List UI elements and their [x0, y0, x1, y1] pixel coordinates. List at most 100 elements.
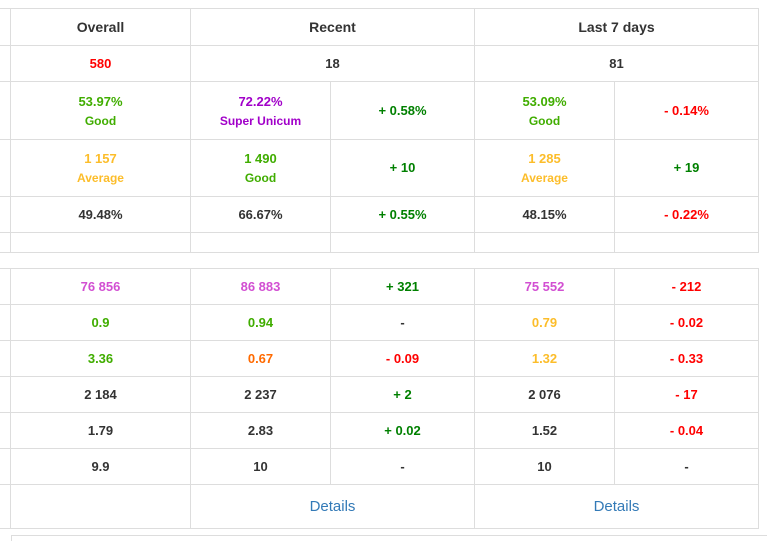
stat-cell-last7_delta: - 0.14% — [613, 81, 760, 140]
stat-cell-last7: 0.79 — [474, 304, 615, 341]
stat-cell-overall — [10, 484, 191, 529]
stat-cell-last7: 48.15% — [474, 196, 615, 233]
stat-cell-recent: 2 237 — [190, 376, 331, 413]
detailed-stats-body: 76 856 86 883 + 321 75 552 - 212 0.9 0.94 - 0.79… — [0, 268, 759, 529]
stat-rating-label: Good — [528, 113, 561, 128]
stat-value: 1.79 — [87, 422, 114, 438]
stat-rating-label: Average — [521, 171, 568, 185]
stat-value: - 0.14% — [664, 102, 709, 118]
table-row: 3.36 0.67 - 0.09 1.32 - 0.33 — [0, 340, 759, 377]
stat-cell-overall: 1 157 Average — [10, 139, 191, 197]
stat-cell-recent: 18 — [190, 45, 475, 82]
row-label-fragment — [0, 484, 11, 529]
stat-cell-recent: 66.67% — [190, 196, 331, 233]
stat-cell-recent: 10 — [190, 448, 331, 485]
row-label-fragment: ) — [0, 139, 11, 197]
stat-cell-recent_delta: + 2 — [330, 376, 475, 413]
stat-cell-overall: 1.79 — [10, 412, 191, 449]
table-row: 76 856 86 883 + 321 75 552 - 212 — [0, 268, 759, 305]
stat-value: - — [400, 314, 405, 330]
table-row: 49.48% 66.67% + 0.55% 48.15% - 0.22% — [0, 196, 760, 233]
header-label-cell — [0, 8, 11, 46]
stat-cell-last7: 1.32 — [474, 340, 615, 377]
header-overall: Overall — [10, 8, 191, 46]
stat-value: + 321 — [386, 278, 419, 294]
stat-value: 75 552 — [524, 278, 565, 294]
stat-cell-recent_delta — [330, 232, 475, 253]
stat-value: 53.97% — [78, 93, 123, 109]
stat-value: 3.36 — [87, 350, 114, 366]
stat-cell-overall: 76 856 — [10, 268, 191, 305]
stat-value: 49.48% — [78, 206, 123, 222]
table-row: 0.9 0.94 - 0.79 - 0.02 — [0, 304, 759, 341]
stat-cell-overall: 0.9 — [10, 304, 191, 341]
summary-stats-table: Overall Recent Last 7 days 5801881)53.97… — [0, 8, 760, 253]
stat-cell-last7_delta: - — [614, 448, 759, 485]
stat-cell-last7: 75 552 — [474, 268, 615, 305]
stat-value: 76 856 — [80, 278, 121, 294]
row-label-fragment — [0, 376, 11, 413]
table-row: 580 18 81 — [0, 45, 760, 82]
table-row: 2 184 2 237 + 2 2 076 - 17 — [0, 376, 759, 413]
stat-value: - 0.09 — [385, 350, 420, 366]
stat-cell-last7: 2 076 — [474, 376, 615, 413]
stat-value: 10 — [253, 458, 268, 474]
stat-cell-overall: 580 — [10, 45, 191, 82]
stat-value: 580 — [89, 55, 112, 71]
stat-cell-last7: 10 — [474, 448, 615, 485]
row-label-fragment — [0, 340, 11, 377]
stat-cell-last7 — [474, 232, 615, 253]
table-row: ) 1 157 Average 1 490 Good + 10 1 285 Average + … — [0, 139, 760, 197]
stat-cell-recent_delta: - — [330, 304, 475, 341]
stat-cell-last7_delta: - 0.04 — [614, 412, 759, 449]
stat-value: - — [400, 458, 405, 474]
stat-value: 66.67% — [238, 206, 283, 222]
stat-rating-label: Super Unicum — [219, 113, 302, 128]
next-table-fragment — [11, 535, 767, 541]
stat-cell-overall: 53.97% Good — [10, 81, 191, 140]
stat-value: 1 157 — [84, 151, 117, 166]
details-link[interactable]: Details — [309, 498, 356, 515]
stat-value: - 17 — [675, 386, 698, 402]
row-label-fragment — [0, 268, 11, 305]
stat-value: 0.94 — [247, 314, 274, 330]
details-cell: Details — [474, 484, 759, 529]
stat-cell-recent_delta: + 10 — [330, 139, 475, 197]
stat-value: 0.9 — [91, 314, 110, 330]
stat-rating-label: Average — [77, 171, 124, 185]
stat-value: 53.09% — [522, 93, 567, 109]
stat-value: 81 — [609, 55, 624, 71]
stat-value: - 0.02 — [669, 314, 704, 330]
stat-value: + 2 — [393, 386, 412, 402]
stat-value: - 0.22% — [664, 206, 709, 222]
stat-value: 2 237 — [244, 386, 277, 402]
table-row: 9.9 10 - 10 - — [0, 448, 759, 485]
stat-value: 1 285 — [528, 151, 561, 166]
stat-value: 1.52 — [531, 422, 558, 438]
stat-value: - 0.33 — [669, 350, 704, 366]
stat-cell-recent: 86 883 — [190, 268, 331, 305]
row-label-fragment — [0, 304, 11, 341]
stat-cell-recent: 2.83 — [190, 412, 331, 449]
stat-cell-recent: 0.67 — [190, 340, 331, 377]
table-row: Details Details — [0, 484, 759, 529]
stat-value: + 10 — [389, 160, 416, 175]
stat-cell-overall: 49.48% — [10, 196, 191, 233]
stat-cell-last7: 1 285 Average — [474, 139, 615, 197]
stat-cell-last7_delta: - 0.33 — [614, 340, 759, 377]
stat-cell-overall: 9.9 — [10, 448, 191, 485]
stat-value: 2 076 — [528, 386, 561, 402]
stat-value: 0.79 — [531, 314, 558, 330]
stat-value: 9.9 — [91, 458, 110, 474]
stat-value: 18 — [325, 55, 340, 71]
details-cell: Details — [190, 484, 475, 529]
stat-cell-recent_delta: + 0.02 — [330, 412, 475, 449]
stat-cell-recent_delta: - 0.09 — [330, 340, 475, 377]
stat-value: 10 — [537, 458, 552, 474]
stat-value: 48.15% — [522, 206, 567, 222]
stat-value: - 212 — [671, 278, 702, 294]
row-label-fragment — [0, 412, 11, 449]
row-label-fragment — [0, 196, 11, 233]
details-link[interactable]: Details — [593, 498, 640, 515]
